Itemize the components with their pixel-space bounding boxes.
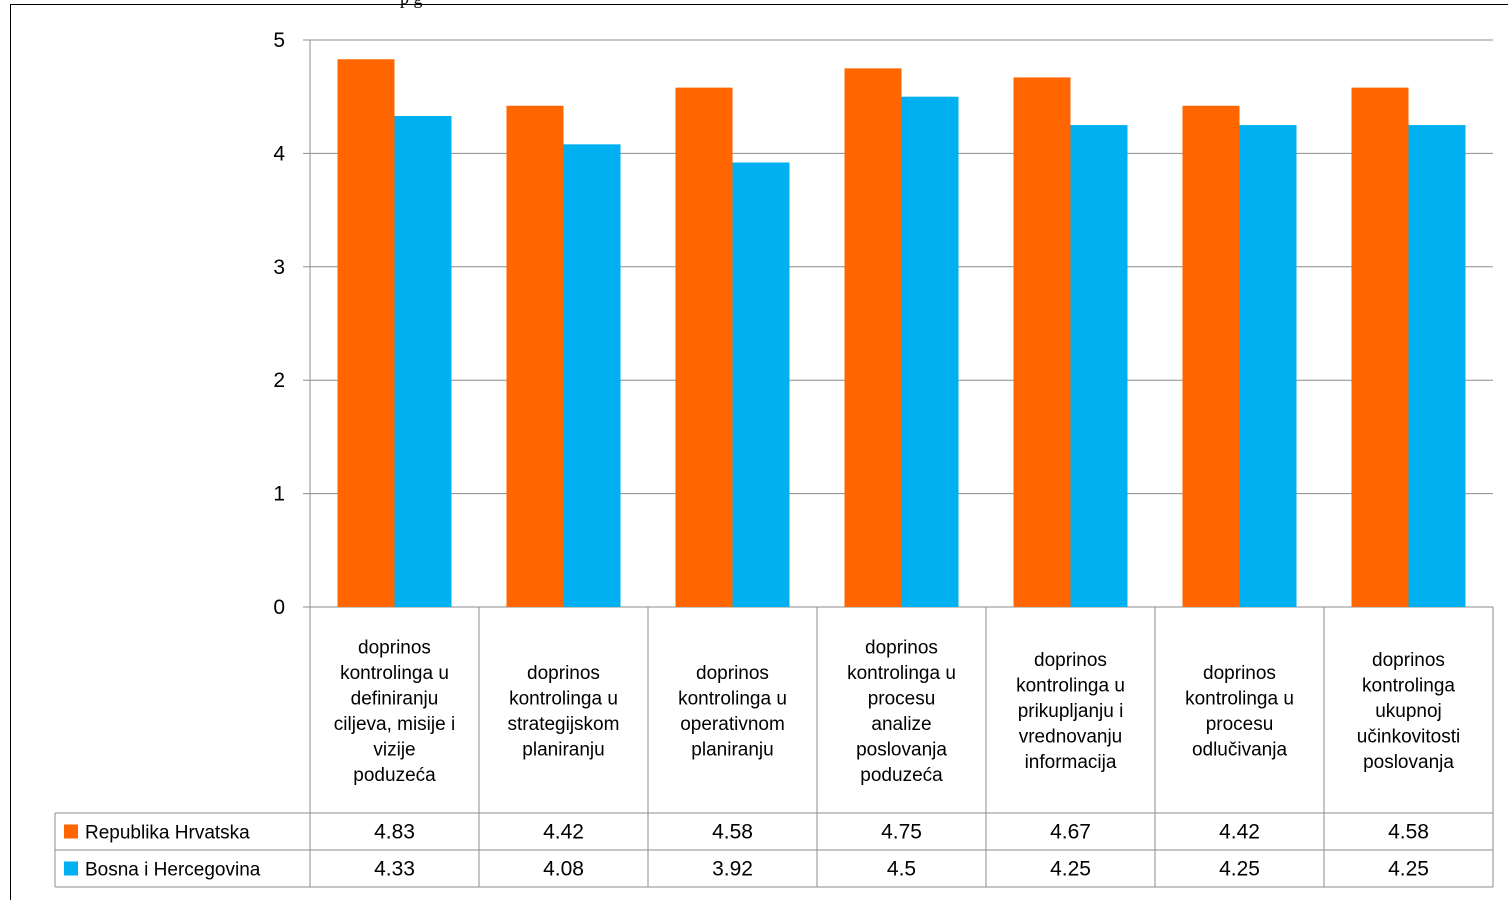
category-label: doprinos	[358, 637, 431, 658]
bar-bih-3	[732, 162, 790, 608]
y-tick-label: 1	[273, 483, 285, 506]
data-table-value: 4.25	[1388, 858, 1429, 881]
data-table-value: 4.75	[881, 821, 922, 844]
bar-bih-2	[563, 144, 621, 607]
category-label: definiranju	[351, 688, 439, 709]
legend-swatch-bih	[64, 861, 78, 876]
bar-hr-1	[337, 59, 395, 607]
bar-hr-3	[675, 87, 733, 608]
data-table-value: 4.42	[543, 821, 584, 844]
y-tick-label: 2	[273, 369, 285, 392]
category-label: doprinos	[1034, 650, 1107, 671]
category-label: doprinos	[696, 663, 769, 684]
category-label: odlučivanja	[1192, 739, 1287, 760]
data-table-value: 4.33	[374, 858, 415, 881]
legend-label: Bosna i Hercegovina	[85, 860, 261, 881]
data-table-value: 4.5	[887, 858, 916, 881]
category-label: doprinos	[527, 663, 600, 684]
y-tick-label: 3	[273, 256, 285, 279]
bar-bih-7	[1408, 125, 1466, 608]
category-label: kontrolinga u	[678, 688, 787, 709]
category-label: analize	[871, 714, 931, 735]
category-label: kontrolinga u	[509, 688, 618, 709]
category-label: učinkovitosti	[1357, 727, 1461, 748]
chart-frame	[10, 4, 1508, 900]
category-label: strategijskom	[508, 714, 620, 735]
category-label: kontrolinga u	[1016, 676, 1125, 697]
legend-swatch-hr	[64, 824, 78, 839]
data-table-value: 4.08	[543, 858, 584, 881]
data-table-value: 4.67	[1050, 821, 1091, 844]
bar-hr-2	[506, 105, 564, 607]
category-label: kontrolinga u	[1185, 688, 1294, 709]
category-label: operativnom	[680, 714, 785, 735]
y-tick-label: 5	[273, 29, 285, 52]
y-tick-label: 4	[273, 142, 285, 165]
bar-hr-7	[1351, 87, 1409, 608]
category-label: procesu	[1206, 714, 1274, 735]
data-table-value: 4.25	[1219, 858, 1260, 881]
category-label: planiranju	[691, 739, 773, 760]
bar-bih-5	[1070, 125, 1128, 608]
category-label: poslovanja	[856, 739, 947, 760]
bar-hr-6	[1182, 105, 1240, 607]
category-label: prikupljanju i	[1018, 701, 1124, 722]
category-label: doprinos	[865, 637, 938, 658]
bar-bih-6	[1239, 125, 1297, 608]
data-table-value: 4.25	[1050, 858, 1091, 881]
category-label: poduzeća	[860, 765, 943, 786]
legend-label: Republika Hrvatska	[85, 823, 250, 844]
data-table-value: 4.42	[1219, 821, 1260, 844]
category-label: vizije	[373, 739, 415, 760]
category-label: procesu	[868, 688, 936, 709]
bar-bih-4	[901, 96, 959, 607]
bar-hr-4	[844, 68, 902, 608]
category-label: poslovanja	[1363, 752, 1454, 773]
category-label: poduzeća	[353, 765, 436, 786]
category-label: kontrolinga	[1362, 676, 1455, 697]
data-table-value: 4.58	[712, 821, 753, 844]
bar-bih-1	[394, 115, 452, 607]
category-label: planiranju	[522, 739, 604, 760]
data-table-value: 4.58	[1388, 821, 1429, 844]
y-tick-label: 0	[273, 596, 285, 619]
category-label: doprinos	[1203, 663, 1276, 684]
category-label: vrednovanju	[1019, 727, 1123, 748]
data-table-value: 4.83	[374, 821, 415, 844]
bar-hr-5	[1013, 77, 1071, 607]
category-label: ciljeva, misije i	[334, 714, 455, 735]
category-label: doprinos	[1372, 650, 1445, 671]
category-label: ukupnoj	[1375, 701, 1442, 722]
category-label: kontrolinga u	[847, 663, 956, 684]
data-table-value: 3.92	[712, 858, 753, 881]
category-label: kontrolinga u	[340, 663, 449, 684]
category-label: informacija	[1025, 752, 1117, 773]
